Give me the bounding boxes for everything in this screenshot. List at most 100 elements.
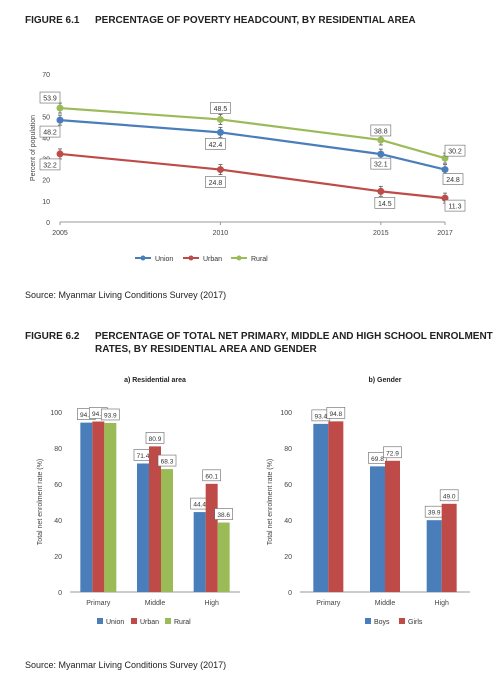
data-label: 30.2 xyxy=(448,149,462,156)
data-label: 72.9 xyxy=(386,450,399,457)
data-label-box xyxy=(383,446,402,459)
figure-title: PERCENTAGE OF TOTAL NET PRIMARY, MIDDLE … xyxy=(95,331,493,355)
data-label: 38.6 xyxy=(217,512,230,519)
enrolment-residential-bar-chart: a) Residential area 0 20 40 60 80 100 Total net… xyxy=(37,377,240,626)
data-point xyxy=(441,166,449,174)
bar-girls xyxy=(328,421,344,592)
data-label-box xyxy=(374,197,396,209)
legend-swatch xyxy=(131,618,137,624)
data-label: 53.9 xyxy=(43,96,57,103)
legend-label: Girls xyxy=(408,619,423,626)
source-note: Source: Myanmar Living Conditions Survey… xyxy=(25,290,227,300)
y-axis-label: Total net enrolment rate (%) xyxy=(37,459,44,545)
data-label-box xyxy=(442,173,464,185)
data-label: 71.4 xyxy=(137,453,150,460)
data-point xyxy=(216,166,224,174)
enrolment-gender-bar-chart: b) Gender 0 20 40 60 80 100 Total net enrolment… xyxy=(267,377,470,626)
bar-urban xyxy=(92,421,105,592)
series-line-union xyxy=(59,118,446,171)
x-tick-label: 2010 xyxy=(213,230,229,237)
y-tick-label: 100 xyxy=(50,410,62,417)
legend-label: Rural xyxy=(251,256,268,263)
y-axis-label: Total net enrolment rate (%) xyxy=(267,459,274,545)
y-tick-label: 40 xyxy=(284,518,292,525)
data-label-box xyxy=(101,408,120,421)
data-point xyxy=(56,116,64,124)
bar-boys xyxy=(313,423,329,592)
bar-boys xyxy=(426,520,442,592)
x-tick-label: 2005 xyxy=(52,230,68,237)
legend-marker xyxy=(140,255,146,261)
data-label-box xyxy=(214,508,233,520)
y-tick-label: 60 xyxy=(54,482,62,489)
data-label: 32.1 xyxy=(374,162,388,169)
y-tick-label: 80 xyxy=(284,446,292,453)
legend-label: Urban xyxy=(203,256,222,263)
data-label: 94.7 xyxy=(92,411,105,418)
data-label-box xyxy=(39,125,61,138)
legend-swatch xyxy=(97,618,103,624)
data-point xyxy=(377,136,385,144)
data-label: 49.0 xyxy=(443,493,456,500)
line-chart-panel: 0102030405060702005201020152017Percent o… xyxy=(25,62,475,277)
data-label: 80.9 xyxy=(149,436,162,443)
data-label: 42.4 xyxy=(209,142,223,149)
legend-label: Urban xyxy=(140,619,159,626)
data-label: 44.4 xyxy=(193,502,206,509)
legend-label: Union xyxy=(155,256,173,263)
y-tick-label: 40 xyxy=(54,518,62,525)
bar-union xyxy=(193,512,206,592)
y-tick-label: 10 xyxy=(42,199,50,206)
data-label-box xyxy=(210,102,231,114)
figure-title: PERCENTAGE OF POVERTY HEADCOUNT, BY RESI… xyxy=(95,15,416,26)
data-label: 48.5 xyxy=(214,106,228,113)
data-label: 94.1 xyxy=(80,412,93,419)
bar-chart-gender-panel: b) Gender 0 20 40 60 80 100 Total net enrolment… xyxy=(255,370,480,640)
x-tick-label: Middle xyxy=(145,600,166,607)
y-tick-label: 20 xyxy=(284,554,292,561)
data-point xyxy=(216,128,224,136)
data-label-box xyxy=(439,489,459,502)
data-label-box xyxy=(370,157,392,170)
bar-boys xyxy=(370,466,385,592)
y-tick-label: 0 xyxy=(46,220,50,227)
legend-label: Boys xyxy=(374,619,390,626)
x-tick-label: High xyxy=(204,600,219,607)
data-label: 38.8 xyxy=(374,128,388,135)
y-tick-label: 0 xyxy=(288,590,292,597)
figure-number: FIGURE 6.1 xyxy=(25,15,80,26)
series-line-rural xyxy=(59,106,446,160)
bar-urban xyxy=(205,483,218,592)
legend-marker xyxy=(236,255,242,261)
x-tick-label: 2017 xyxy=(437,230,453,237)
y-tick-label: 60 xyxy=(284,482,292,489)
data-label-box xyxy=(205,138,226,150)
legend-label: Union xyxy=(106,619,124,626)
x-tick-label: 2015 xyxy=(373,230,389,237)
data-label: 24.8 xyxy=(446,177,460,184)
y-tick-label: 70 xyxy=(42,72,50,79)
data-label-box xyxy=(370,124,392,137)
source-note: Source: Myanmar Living Conditions Survey… xyxy=(25,660,227,670)
x-tick-label: Primary xyxy=(316,600,341,607)
bar-rural xyxy=(161,469,173,592)
x-tick-label: Middle xyxy=(375,600,396,607)
data-label-box xyxy=(39,158,61,171)
data-label: 93.9 xyxy=(104,412,117,419)
data-label: 39.9 xyxy=(428,510,441,517)
bar-union xyxy=(80,422,93,592)
y-axis-label: Percent of population xyxy=(30,115,37,181)
bar-girls xyxy=(441,503,457,592)
x-tick-label: High xyxy=(434,600,449,607)
data-label-box xyxy=(444,144,466,157)
data-point xyxy=(56,150,64,158)
data-label: 11.3 xyxy=(448,204,461,211)
legend-swatch xyxy=(399,618,405,624)
bar-urban xyxy=(149,446,161,592)
bar-chart-residential-panel: a) Residential area 0 20 40 60 80 100 Total net… xyxy=(25,370,250,640)
chart-title: a) Residential area xyxy=(124,377,186,384)
y-tick-label: 20 xyxy=(54,554,62,561)
data-label: 69.8 xyxy=(371,456,384,463)
legend-marker xyxy=(188,255,194,261)
bar-girls xyxy=(385,460,400,592)
